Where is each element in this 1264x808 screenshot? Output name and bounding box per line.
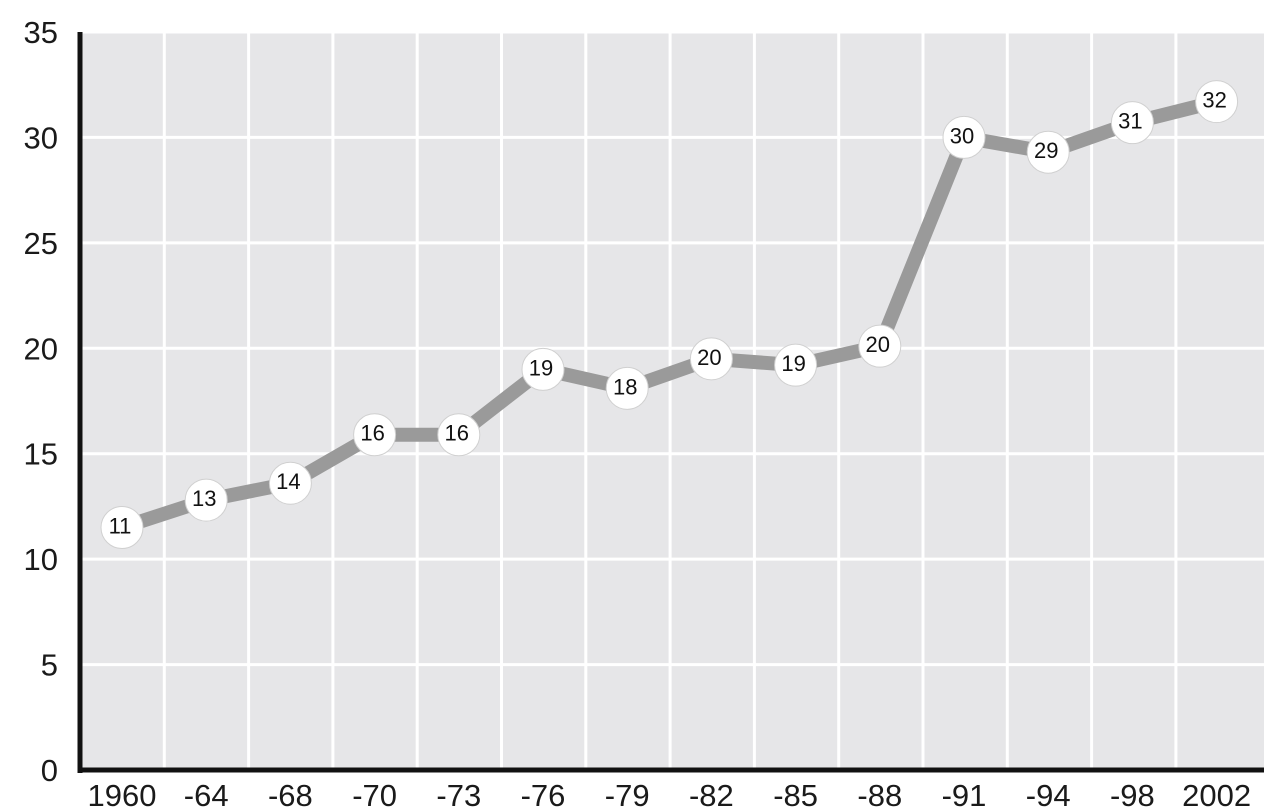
data-point-marker [184,478,228,522]
x-tick-label: -98 [1110,778,1155,808]
x-tick-label: -82 [689,778,734,808]
y-tick-label: 35 [24,15,58,50]
data-point-marker [605,366,649,410]
y-tick-label: 15 [24,437,58,472]
data-point-marker [268,461,312,505]
data-label: 19 [529,355,553,380]
grid-lines [80,30,1264,770]
x-tick-label: -79 [605,778,650,808]
x-tick-label: -76 [521,778,566,808]
data-point-marker [353,413,397,457]
x-tick-label: -91 [942,778,987,808]
data-point-marker [858,324,902,368]
data-point-marker [1195,80,1239,124]
data-point-marker [1026,130,1070,174]
data-label: 14 [276,469,300,494]
data-point-marker [100,506,144,550]
y-tick-label: 5 [41,648,58,683]
x-tick-label: -85 [773,778,818,808]
data-label: 30 [950,123,974,148]
y-axis-ticks: 0 5 10 15 20 25 30 35 [24,15,58,788]
data-point-marker [942,115,986,159]
x-tick-label: -64 [184,778,229,808]
data-label: 18 [613,374,637,399]
data-label: 19 [781,351,805,376]
data-label: 31 [1118,109,1142,134]
y-tick-label: 30 [24,120,58,155]
data-label: 16 [360,421,384,446]
y-tick-label: 10 [24,542,58,577]
y-tick-label: 20 [24,331,58,366]
y-tick-label: 25 [24,226,58,261]
data-point-marker [689,337,733,381]
data-points: 11 13 14 16 16 19 18 20 19 20 30 29 31 32 [100,80,1239,550]
data-label: 16 [445,421,469,446]
data-point-marker [437,413,481,457]
x-tick-label: -94 [1026,778,1071,808]
x-tick-label: -88 [857,778,902,808]
x-axis-ticks: 1960 -64 -68 -70 -73 -76 -79 -82 -85 -88 -91 -94 -98… [88,778,1252,808]
x-tick-label: -68 [268,778,313,808]
data-label: 32 [1202,88,1226,113]
y-tick-label: 0 [41,753,58,788]
x-tick-label: 2002 [1182,778,1251,808]
data-point-marker [774,343,818,387]
x-tick-label: -70 [352,778,397,808]
data-point-marker [521,347,565,391]
data-label: 20 [697,345,721,370]
data-point-marker [1110,101,1154,145]
data-label: 13 [192,486,216,511]
data-label: 20 [866,332,890,357]
data-label: 29 [1034,138,1058,163]
x-tick-label: 1960 [88,778,157,808]
data-label: 11 [109,514,132,539]
x-tick-label: -73 [436,778,481,808]
